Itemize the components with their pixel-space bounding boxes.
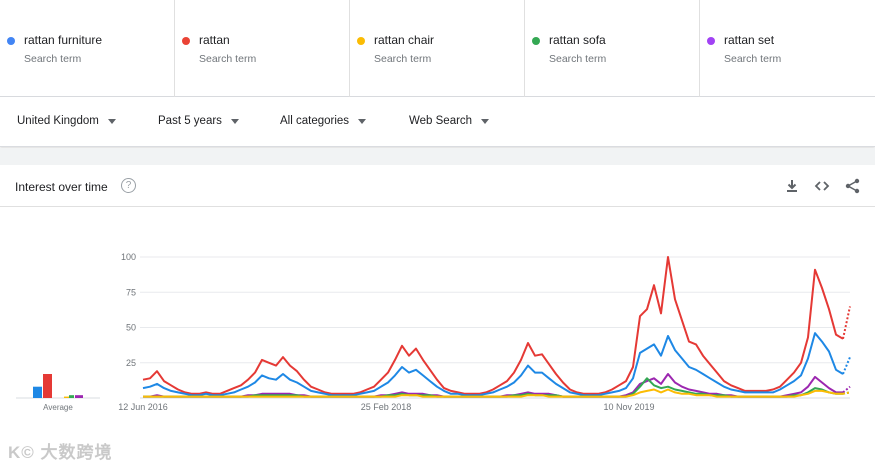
y-tick-label: 50 bbox=[126, 323, 136, 333]
region-label: United Kingdom bbox=[17, 115, 99, 127]
search-term-type: Search term bbox=[549, 53, 607, 65]
card-title: Interest over time bbox=[15, 180, 108, 194]
series-line-partial bbox=[842, 385, 851, 394]
y-tick-label: 25 bbox=[126, 358, 136, 368]
search-term-type: Search term bbox=[374, 53, 432, 65]
average-bar bbox=[75, 395, 83, 398]
search-term-name[interactable]: rattan set bbox=[724, 33, 775, 47]
average-bar bbox=[33, 386, 42, 398]
search-term-name[interactable]: rattan sofa bbox=[549, 33, 606, 47]
series-line bbox=[142, 256, 844, 395]
average-bar bbox=[43, 374, 52, 398]
series-line-partial bbox=[842, 306, 851, 340]
chevron-down-icon bbox=[358, 118, 367, 124]
search-terms-bar: rattan furniture Search term rattan Search … bbox=[0, 0, 875, 97]
search-term-name[interactable]: rattan bbox=[199, 33, 230, 47]
series-line bbox=[143, 388, 843, 398]
separator-band bbox=[0, 148, 875, 165]
x-tick-label: 10 Nov 2019 bbox=[603, 402, 654, 412]
series-color-dot bbox=[532, 37, 540, 45]
search-property-label: Web Search bbox=[409, 115, 473, 127]
series-color-dot bbox=[7, 37, 15, 45]
x-tick-label: 12 Jun 2016 bbox=[118, 402, 168, 412]
help-icon[interactable]: ? bbox=[121, 178, 136, 193]
series-line-partial bbox=[842, 356, 851, 375]
series-line bbox=[142, 332, 844, 397]
series-color-dot bbox=[357, 37, 365, 45]
search-term-type: Search term bbox=[199, 53, 257, 65]
search-property-dropdown[interactable]: Web Search bbox=[409, 115, 490, 127]
average-label: Average bbox=[43, 403, 73, 412]
search-term-1[interactable]: rattan furniture Search term bbox=[0, 0, 175, 97]
series-line-partial bbox=[842, 391, 851, 395]
y-tick-label: 100 bbox=[121, 252, 136, 262]
interest-over-time-card: Interest over time ? bbox=[0, 165, 875, 467]
watermark-logo: K© 大数跨境 bbox=[8, 443, 113, 462]
chevron-down-icon bbox=[481, 118, 490, 124]
series-color-dot bbox=[707, 37, 715, 45]
chevron-down-icon bbox=[230, 118, 239, 124]
search-term-2[interactable]: rattan Search term bbox=[175, 0, 350, 97]
card-header: Interest over time ? bbox=[0, 165, 875, 207]
search-term-5[interactable]: rattan set Search term bbox=[700, 0, 875, 97]
category-dropdown[interactable]: All categories bbox=[280, 115, 367, 127]
time-range-label: Past 5 years bbox=[158, 115, 222, 127]
x-tick-label: 25 Feb 2018 bbox=[361, 402, 412, 412]
average-bar bbox=[69, 395, 74, 398]
search-term-4[interactable]: rattan sofa Search term bbox=[525, 0, 700, 97]
chevron-down-icon bbox=[107, 118, 116, 124]
average-bar bbox=[64, 396, 69, 398]
region-dropdown[interactable]: United Kingdom bbox=[17, 115, 116, 127]
filters-bar: United Kingdom Past 5 years All categori… bbox=[0, 97, 875, 147]
time-range-dropdown[interactable]: Past 5 years bbox=[158, 115, 239, 127]
series-color-dot bbox=[182, 37, 190, 45]
search-term-name[interactable]: rattan furniture bbox=[24, 33, 103, 47]
share-icon[interactable] bbox=[844, 177, 862, 195]
y-tick-label: 75 bbox=[126, 287, 136, 297]
search-term-type: Search term bbox=[724, 53, 782, 65]
search-term-name[interactable]: rattan chair bbox=[374, 33, 435, 47]
download-icon[interactable] bbox=[783, 177, 801, 195]
search-term-type: Search term bbox=[24, 53, 82, 65]
search-term-3[interactable]: rattan chair Search term bbox=[350, 0, 525, 97]
embed-icon[interactable] bbox=[813, 177, 831, 195]
category-label: All categories bbox=[280, 115, 350, 127]
